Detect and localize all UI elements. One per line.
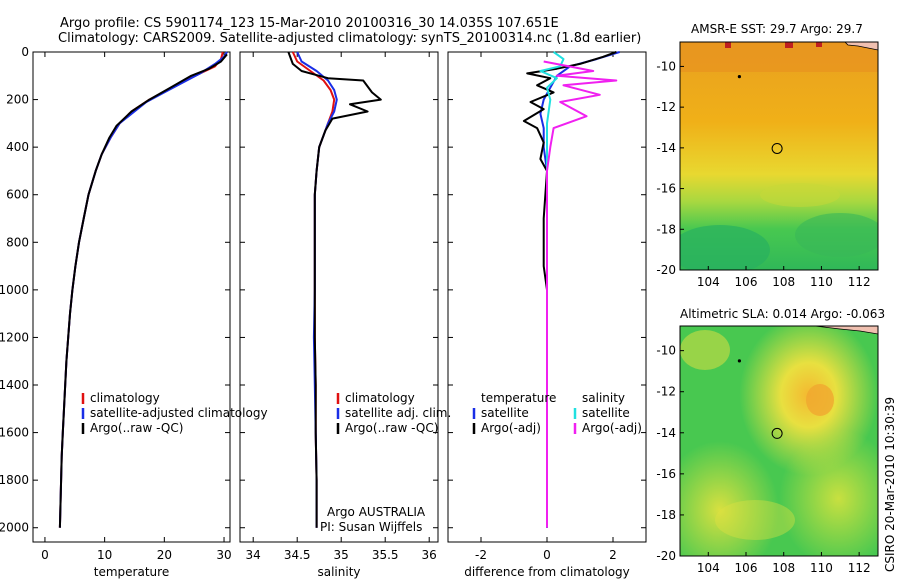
- x-axis-label: difference from climatology: [464, 565, 630, 579]
- legend-heading-salinity: salinity: [582, 391, 625, 405]
- y-tick-label: -14: [656, 426, 676, 440]
- series-line-argo: [287, 51, 382, 528]
- header-line2: Climatology: CARS2009. Satellite-adjuste…: [58, 31, 641, 46]
- y-tick-label: -18: [656, 508, 676, 522]
- y-tick-label: 400: [6, 140, 29, 154]
- x-tick-label: 104: [697, 561, 720, 575]
- annotation-argo-australia: Argo AUSTRALIA: [327, 505, 426, 519]
- y-tick-label: 1800: [0, 473, 29, 487]
- sla-map: Altimetric SLA: 0.014 Argo: -0.063 104 10…: [656, 307, 885, 575]
- y-tick-label: -10: [656, 59, 676, 73]
- y-tick-label: 200: [6, 93, 29, 107]
- legend-label-argo: Argo(..raw -QC): [90, 421, 183, 435]
- x-tick-label: 10: [97, 548, 112, 562]
- y-tick-label: -12: [656, 100, 676, 114]
- x-tick-label: 112: [848, 275, 871, 289]
- x-tick-label: 108: [772, 561, 795, 575]
- y-tick-label: -12: [656, 385, 676, 399]
- series-line-magenta: [543, 60, 618, 528]
- y-tick-label: 0: [21, 45, 29, 59]
- y-tick-label: -18: [656, 222, 676, 236]
- y-tick-label: 800: [6, 235, 29, 249]
- x-tick-label: 110: [810, 561, 833, 575]
- sst-map-axes: 104 106 108 110 112 -10 -12 -14 -16 -18 -20: [656, 59, 870, 289]
- difference-chart: -2 0 2 difference from climatology: [448, 51, 646, 579]
- x-tick-label: 34.5: [284, 548, 311, 562]
- x-tick-label: 35: [334, 548, 349, 562]
- header-line1: Argo profile: CS 5901174_123 15-Mar-2010…: [60, 16, 559, 31]
- x-tick-label: 2: [609, 548, 617, 562]
- credit-text: CSIRO 20-Mar-2010 10:30:39: [883, 397, 897, 572]
- legend-heading-temperature: temperature: [481, 391, 556, 405]
- legend-label-temp-argo: Argo(-adj): [481, 421, 541, 435]
- y-tick-label: 2000: [0, 521, 29, 535]
- x-tick-label: 110: [810, 275, 833, 289]
- profile-location-marker: [771, 427, 783, 439]
- legend-label-climatology: climatology: [345, 391, 415, 405]
- difference-legend: temperature satellite Argo(-adj) salinit…: [472, 391, 642, 435]
- x-tick-label: 30: [216, 548, 231, 562]
- profile-location-marker: [771, 142, 783, 154]
- y-tick-label: 600: [6, 188, 29, 202]
- sst-map: AMSR-E SST: 29.7 Argo: 29.7 104 106 108 110…: [656, 22, 879, 289]
- y-tick-label: 1000: [0, 283, 29, 297]
- series-line-argo: [58, 53, 228, 528]
- x-tick-label: 106: [735, 561, 758, 575]
- temperature-legend: climatology satellite-adjusted climatolo…: [81, 391, 268, 435]
- x-axis-label: salinity: [317, 565, 360, 579]
- x-tick-label: 112: [848, 561, 871, 575]
- salinity-legend: climatology satellite adj. clim. Argo(..…: [320, 391, 451, 534]
- legend-label-sal-satellite: satellite: [582, 406, 630, 420]
- island-marker: [737, 75, 742, 79]
- annotation-pi: PI: Susan Wijffels: [320, 520, 422, 534]
- legend-label-satellite: satellite adj. clim.: [345, 406, 451, 420]
- y-tick-label: -16: [656, 467, 676, 481]
- x-tick-label: 0: [41, 548, 49, 562]
- x-tick-label: 35.5: [372, 548, 399, 562]
- legend-label-temp-satellite: satellite: [481, 406, 529, 420]
- y-tick-label: 1600: [0, 426, 29, 440]
- y-tick-label: -16: [656, 182, 676, 196]
- y-tick-label: -10: [656, 344, 676, 358]
- sla-map-axes: 104 106 108 110 112 -10 -12 -14 -16 -18 -20: [656, 344, 870, 575]
- salinity-panel: [239, 51, 439, 543]
- x-tick-label: 108: [772, 275, 795, 289]
- legend-label-sal-argo: Argo(-adj): [582, 421, 642, 435]
- x-tick-label: 34: [246, 548, 261, 562]
- y-tick-label: 1200: [0, 330, 29, 344]
- y-tick-label: -20: [656, 263, 676, 277]
- sst-map-title: AMSR-E SST: 29.7 Argo: 29.7: [691, 22, 863, 36]
- x-tick-label: 0: [543, 548, 551, 562]
- temperature-panel: [32, 51, 231, 543]
- sla-map-title: Altimetric SLA: 0.014 Argo: -0.063: [680, 307, 885, 321]
- legend-label-argo: Argo(..raw -QC): [345, 421, 438, 435]
- temperature-chart: 0 10 20 30 0 200 400 600 800 1000 1200 1400 1600 1800…: [0, 45, 232, 579]
- series-line-argo: [522, 51, 617, 528]
- x-tick-label: 20: [157, 548, 172, 562]
- y-tick-label: -14: [656, 141, 676, 155]
- salinity-chart: 34 34.5 35 35.5 36 salinity: [240, 51, 438, 579]
- x-axis-label: temperature: [94, 565, 169, 579]
- y-tick-label: 1400: [0, 378, 29, 392]
- x-tick-label: -2: [475, 548, 487, 562]
- sst-map-frame: [679, 41, 879, 271]
- x-tick-label: 104: [697, 275, 720, 289]
- legend-label-satellite: satellite-adjusted climatology: [90, 406, 268, 420]
- x-tick-label: 36: [422, 548, 437, 562]
- island-marker: [737, 359, 742, 363]
- x-tick-label: 106: [735, 275, 758, 289]
- legend-label-climatology: climatology: [90, 391, 160, 405]
- sla-map-frame: [679, 325, 879, 557]
- y-tick-label: -20: [656, 549, 676, 563]
